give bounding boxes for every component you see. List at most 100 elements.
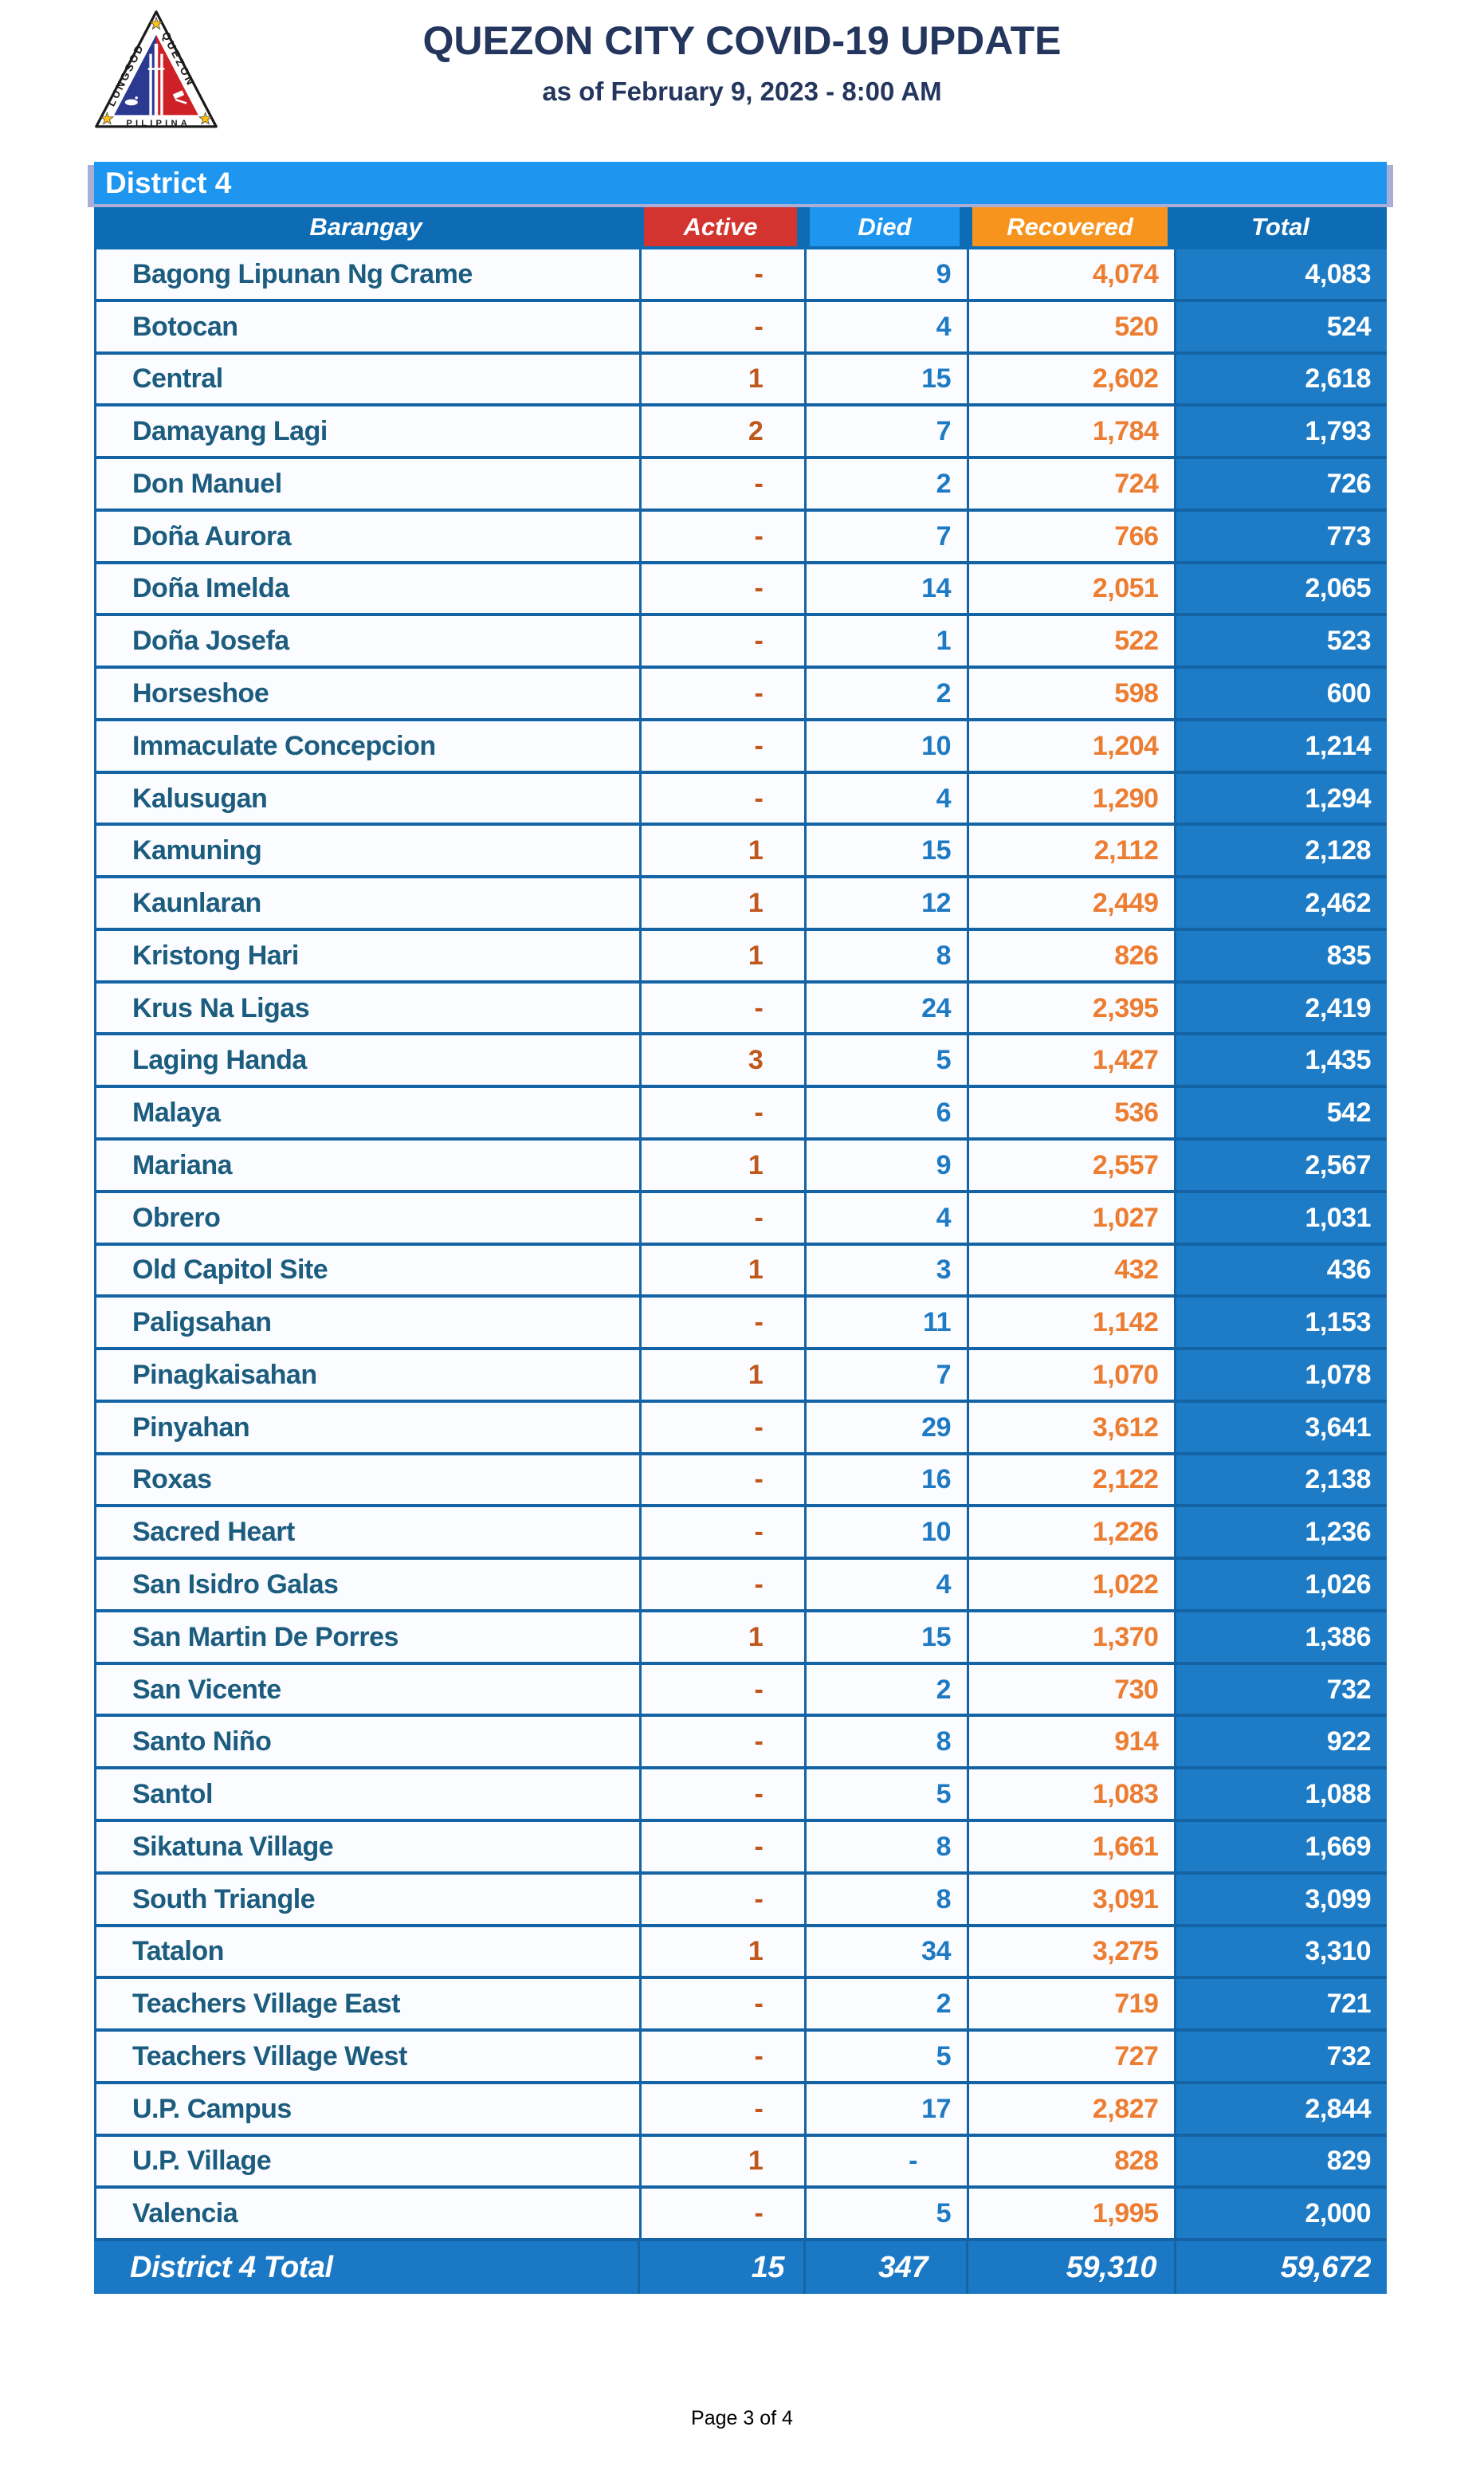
cell-died: 15 [804, 826, 967, 876]
cell-name: Laging Handa [132, 1045, 307, 1076]
cell-rec: 2,395 [966, 983, 1174, 1033]
cell-active: - [638, 1769, 805, 1819]
cell-name: Don Manuel [132, 468, 282, 499]
cell-active: - [638, 983, 805, 1033]
cell-active: 2 [638, 406, 805, 457]
cell-active: 1 [638, 878, 805, 928]
cell-died: 10 [804, 1507, 967, 1557]
cell-active: 1 [638, 1350, 805, 1400]
table-row: Kamuning 1 15 2,112 2,128 [96, 826, 1387, 879]
cell-active: - [638, 301, 805, 351]
cell-active: - [638, 1455, 805, 1505]
column-header-recovered: Recovered [966, 204, 1174, 249]
table-row: Malaya -6 536 542 [96, 1088, 1387, 1141]
died-header-chip: Died [809, 207, 960, 246]
table-row: Sikatuna Village -8 1,661 1,669 [96, 1821, 1387, 1875]
cell-total: 773 [1174, 511, 1387, 561]
cell-name: Horseshoe [132, 678, 269, 709]
cell-died: 9 [804, 1141, 967, 1190]
table-row: San Isidro Galas -4 1,022 1,026 [96, 1560, 1387, 1612]
table-row: Botocan -4 520 524 [96, 301, 1387, 355]
cell-name: Kristong Hari [132, 940, 299, 971]
cell-total: 922 [1174, 1717, 1387, 1767]
cell-active: - [638, 249, 805, 299]
cell-active: - [638, 669, 805, 718]
cell-total: 829 [1174, 2136, 1387, 2186]
cell-died: 5 [804, 2189, 967, 2239]
cell-name: Teachers Village West [132, 2040, 407, 2071]
cell-name: Doña Josefa [132, 626, 289, 657]
cell-total: 835 [1174, 930, 1387, 980]
cell-active: - [638, 1088, 805, 1138]
cell-rec: 1,083 [966, 1769, 1174, 1819]
table-row: Doña Aurora -7 766 773 [96, 511, 1387, 564]
total-row-total: 59,672 [1174, 2241, 1387, 2294]
cell-died: 15 [804, 1612, 967, 1662]
cell-died: 5 [804, 1769, 967, 1819]
cell-died: 29 [804, 1402, 967, 1452]
cell-name: Botocan [132, 311, 238, 342]
cell-total: 2,462 [1174, 878, 1387, 928]
cell-died: 2 [804, 669, 967, 718]
cell-name: Old Capitol Site [132, 1255, 328, 1286]
cell-rec: 4,074 [966, 249, 1174, 299]
table-row: Don Manuel -2 724 726 [96, 459, 1387, 512]
cell-name: Immaculate Concepcion [132, 730, 436, 761]
table-row: Kalusugan -4 1,290 1,294 [96, 773, 1387, 827]
cell-active: - [638, 563, 805, 614]
cell-rec: 730 [966, 1664, 1174, 1714]
cell-rec: 522 [966, 616, 1174, 666]
cell-total: 2,618 [1174, 354, 1387, 404]
cell-active: 1 [638, 1245, 805, 1295]
cell-name: Kaunlaran [132, 888, 261, 919]
cell-active: - [638, 1979, 805, 2029]
table-row: Central 1 15 2,602 2,618 [96, 354, 1387, 407]
cell-active: 1 [638, 826, 805, 876]
column-header-died: Died [803, 204, 966, 249]
cell-active: - [638, 616, 805, 666]
cell-name: Pinyahan [132, 1412, 250, 1443]
cell-rec: 1,995 [966, 2189, 1174, 2239]
column-header-active-label: Active [683, 212, 758, 241]
cell-name: Pinagkaisahan [132, 1359, 317, 1390]
cell-rec: 520 [966, 301, 1174, 351]
cell-total: 732 [1174, 2032, 1387, 2081]
seal-stars [100, 16, 213, 125]
cell-total: 1,669 [1174, 1821, 1387, 1871]
cell-active: - [638, 2083, 805, 2134]
total-row-recovered: 59,310 [966, 2241, 1174, 2294]
cell-died: 2 [804, 1664, 967, 1714]
cell-total: 1,793 [1174, 406, 1387, 457]
table-row: Sacred Heart -10 1,226 1,236 [96, 1507, 1387, 1561]
cell-active: - [638, 511, 805, 561]
cell-rec: 1,204 [966, 721, 1174, 771]
cell-total: 1,214 [1174, 721, 1387, 771]
cell-total: 726 [1174, 459, 1387, 509]
cell-died: 11 [804, 1298, 967, 1348]
district-total-row: District 4 Total 15 347 59,310 59,672 [94, 2241, 1387, 2294]
seal-monument [147, 43, 165, 116]
column-header-total: Total [1251, 212, 1309, 241]
table-row: U.P. Village 1-828 829 [96, 2136, 1387, 2189]
page-title: QUEZON CITY COVID-19 UPDATE [422, 18, 1062, 63]
table-row: Santo Niño -8 914 922 [96, 1717, 1387, 1770]
cell-active: 1 [638, 1926, 805, 1977]
cell-rec: 3,275 [966, 1926, 1174, 1977]
table-row: Krus Na Ligas -24 2,395 2,419 [96, 983, 1387, 1036]
table-row: Tatalon 1 34 3,275 3,310 [96, 1926, 1387, 1980]
cell-died: 2 [804, 1979, 967, 2029]
cell-died: 4 [804, 1192, 967, 1243]
cell-died: 7 [804, 1350, 967, 1400]
cell-active: - [638, 773, 805, 823]
cell-name: San Isidro Galas [132, 1569, 339, 1600]
cell-name: Roxas [132, 1464, 212, 1495]
cell-total: 1,386 [1174, 1612, 1387, 1662]
cell-name: Mariana [132, 1149, 232, 1180]
cell-rec: 432 [966, 1245, 1174, 1295]
cell-total: 2,065 [1174, 563, 1387, 614]
cell-total: 3,310 [1174, 1926, 1387, 1977]
cell-active: 1 [638, 2136, 805, 2186]
active-header-chip: Active [644, 207, 797, 246]
cell-active: - [638, 459, 805, 509]
cell-died: 8 [804, 1717, 967, 1767]
